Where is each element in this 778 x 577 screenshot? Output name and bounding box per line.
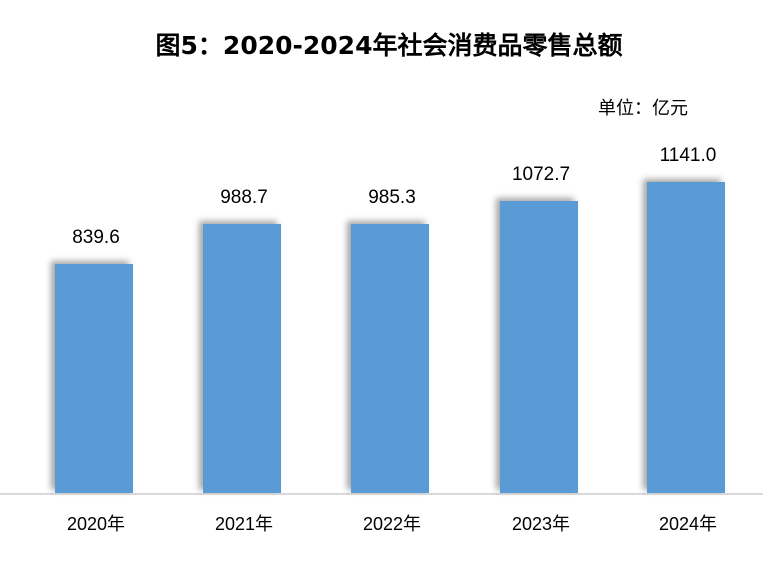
value-label-2024: 1141.0	[659, 145, 717, 166]
category-label-2023: 2023年	[511, 514, 571, 534]
value-label-2020: 839.6	[72, 227, 120, 248]
category-label-2022: 2022年	[362, 514, 422, 534]
value-label-2022: 985.3	[368, 187, 416, 208]
category-label-2024: 2024年	[658, 514, 718, 534]
unit-label: 单位：亿元	[598, 98, 688, 119]
category-label-2021: 2021年	[214, 514, 274, 534]
chart-title: 图5：2020-2024年社会消费品零售总额	[155, 31, 623, 60]
value-label-2021: 988.7	[220, 187, 268, 208]
bar-2020	[55, 264, 133, 493]
bar-2023	[500, 201, 578, 493]
x-axis-line	[0, 493, 763, 495]
bar-2024	[647, 182, 725, 493]
bar-2021	[203, 224, 281, 493]
category-label-2020: 2020年	[66, 514, 126, 534]
bar-2022	[351, 224, 429, 493]
value-label-2023: 1072.7	[511, 164, 571, 185]
